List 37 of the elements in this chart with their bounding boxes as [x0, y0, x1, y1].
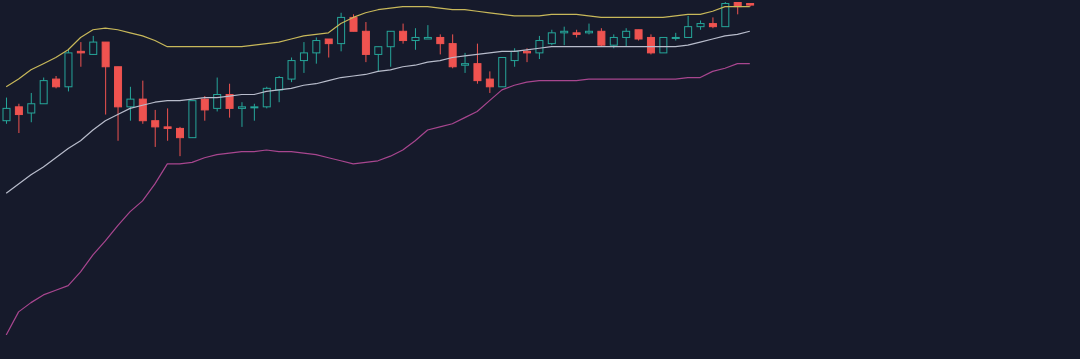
- candlestick: [411, 27, 420, 51]
- candlestick: [138, 80, 147, 125]
- candlestick: [399, 23, 408, 45]
- candlestick: [473, 43, 482, 85]
- candlestick: [89, 35, 98, 55]
- candlestick: [225, 83, 234, 119]
- candlestick: [423, 24, 432, 40]
- candlestick: [14, 103, 23, 134]
- candlestick: [510, 47, 519, 68]
- candlestick: [237, 101, 246, 128]
- candlestick: [151, 109, 160, 148]
- candlestick: [262, 86, 271, 109]
- candlestick: [622, 27, 631, 48]
- candlestick: [126, 86, 135, 122]
- candlestick: [39, 77, 48, 105]
- candlestick: [287, 57, 296, 83]
- candlestick: [448, 33, 457, 69]
- candlestick: [386, 30, 395, 68]
- candlestick: [535, 35, 544, 60]
- candlestick: [213, 77, 222, 112]
- candlestick: [523, 47, 532, 63]
- candlestick: [312, 36, 321, 65]
- candlestick: [361, 21, 370, 63]
- candlestick: [374, 46, 383, 72]
- candlestick: [176, 126, 185, 157]
- candlestick: [27, 92, 36, 123]
- candlestick: [163, 107, 172, 142]
- candlestick: [461, 52, 470, 74]
- candlestick: [275, 75, 284, 103]
- candlestick: [436, 33, 445, 55]
- candlestick: [684, 15, 693, 38]
- candlestick: [485, 70, 494, 94]
- candlestick: [708, 16, 717, 29]
- candlestick: [200, 95, 209, 122]
- candlestick: [299, 41, 308, 74]
- candlestick: [324, 38, 333, 58]
- candlestick: [76, 41, 85, 68]
